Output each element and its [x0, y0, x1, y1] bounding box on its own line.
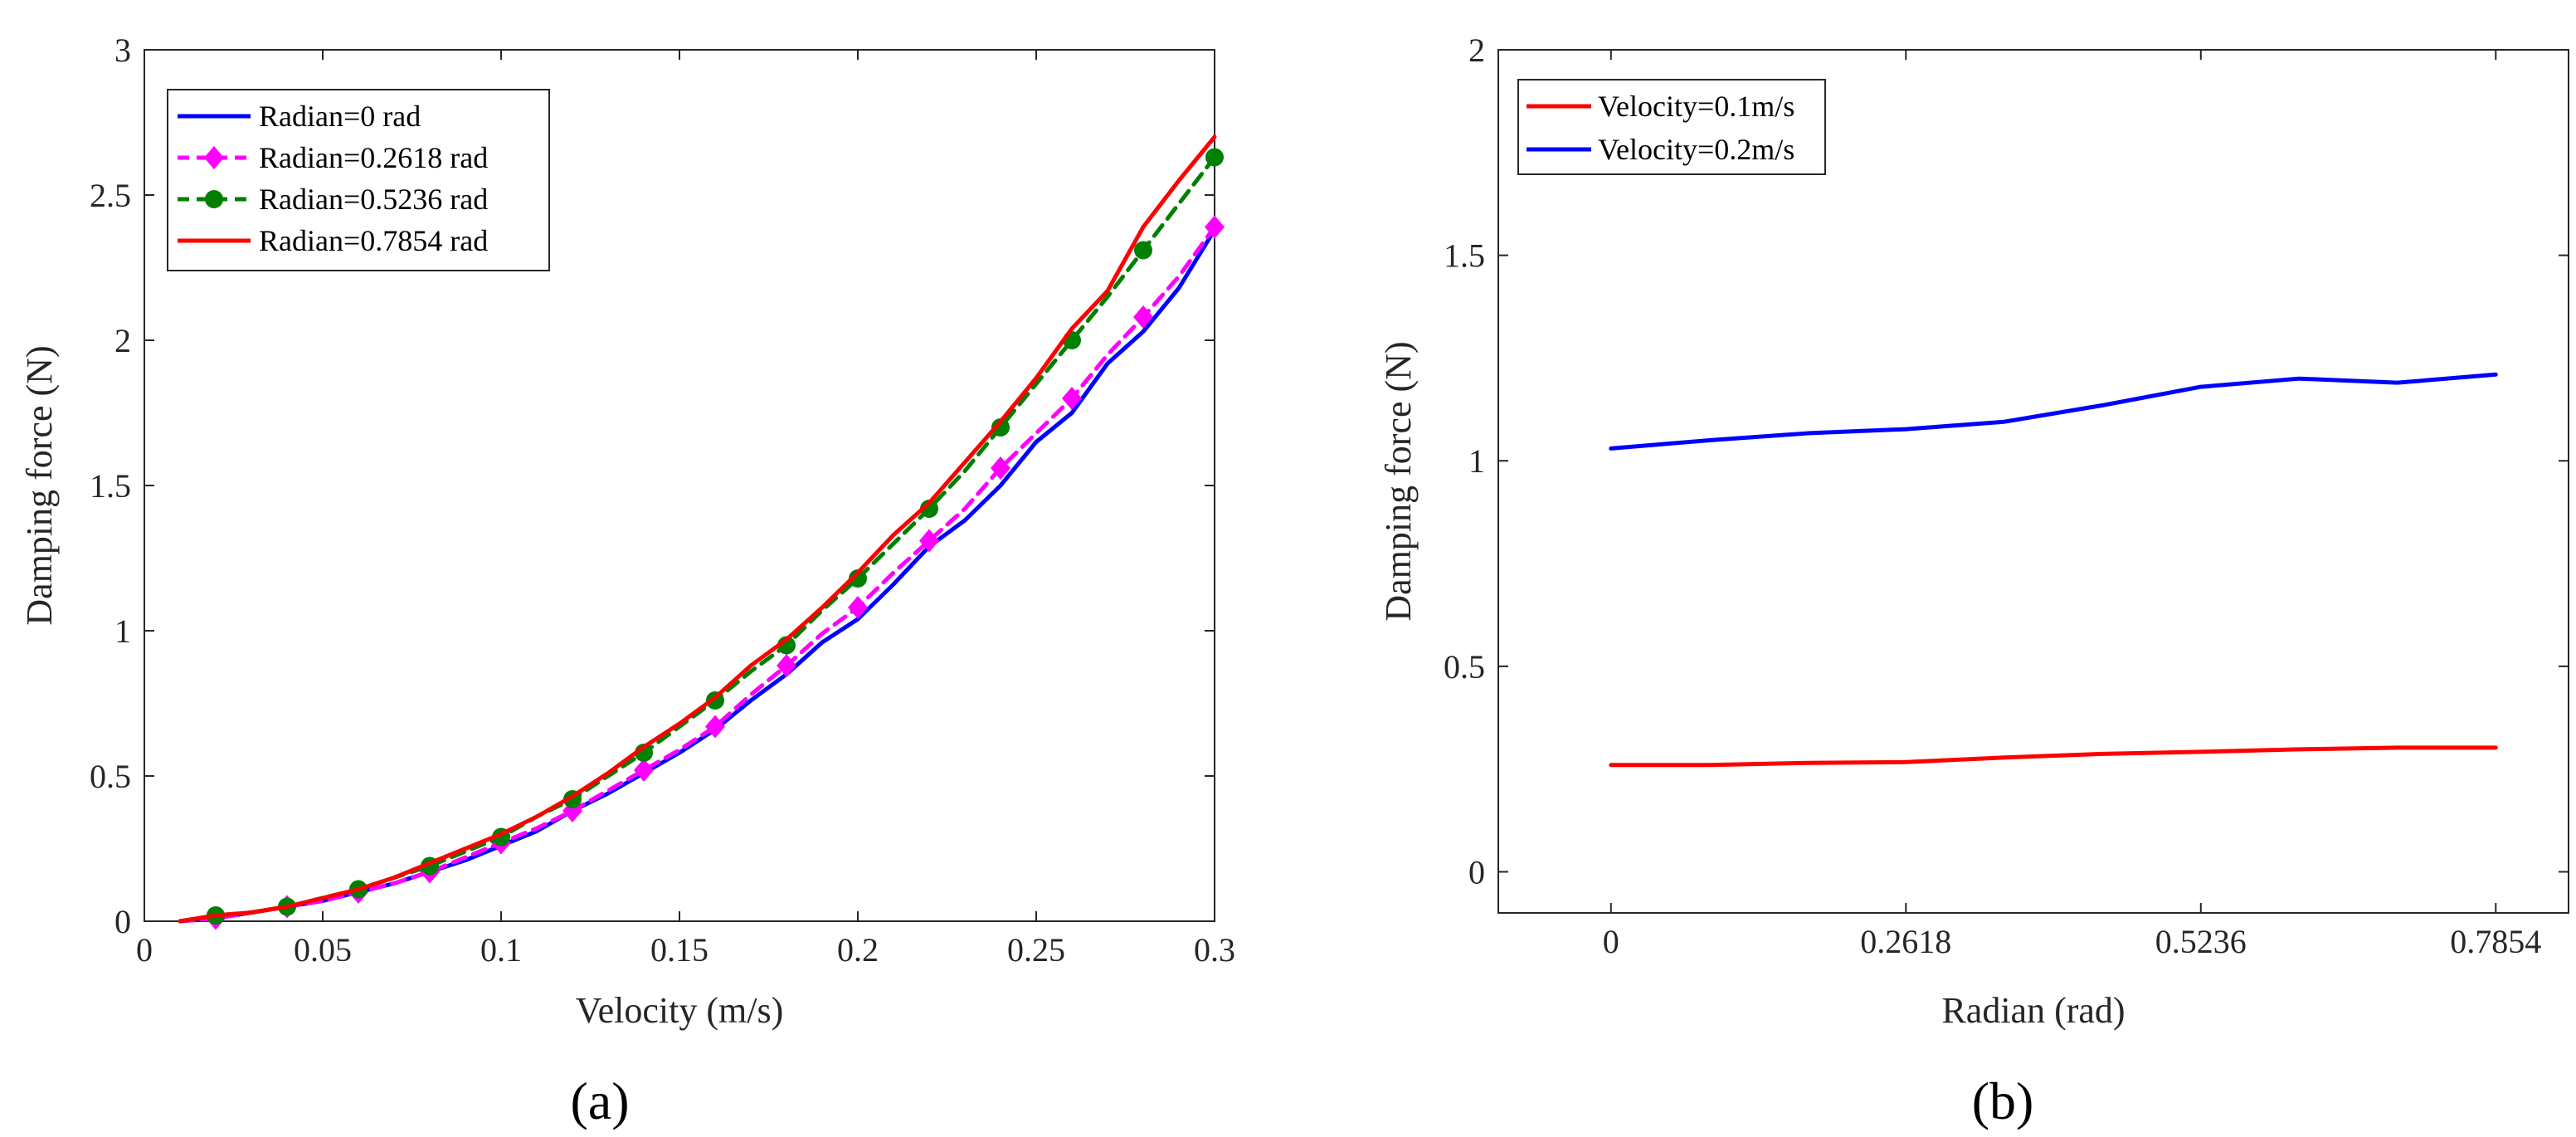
- chart-b: 0 0.2618 0.5236 0.7854 0 0.5 1 1.5 2 Radian (rad…: [1378, 32, 2569, 1130]
- chart-b-ylabel: Damping force (N): [1378, 341, 1419, 621]
- chart-a-marker-circle: [849, 569, 867, 588]
- chart-a-xtick-label: 0.25: [1007, 931, 1065, 969]
- legend-label-radian-0-7854: Radian=0.7854 rad: [259, 224, 488, 257]
- legend-label-radian-0-2618: Radian=0.2618 rad: [259, 141, 488, 174]
- chart-a-legend-item-1: Radian=0 rad: [178, 100, 421, 133]
- chart-b-legend-item-2: Velocity=0.2m/s: [1527, 133, 1794, 166]
- panel-label-a: (a): [570, 1071, 629, 1130]
- chart-b-plot-area: [1497, 49, 2569, 914]
- chart-b-ytick-label: 1: [1468, 442, 1485, 480]
- chart-a-ytick-label: 1: [114, 612, 131, 650]
- chart-a-legend: Radian=0 rad Radian=0.2618 rad Radian=0.…: [167, 89, 550, 271]
- chart-a-marker-diamond: [991, 456, 1010, 480]
- legend-label-velocity-0-1: Velocity=0.1m/s: [1598, 90, 1794, 123]
- chart-a-xtick-label: 0.1: [480, 931, 522, 969]
- legend-marker-diamond: [204, 146, 224, 169]
- chart-b-ytick-label: 0: [1468, 853, 1485, 891]
- chart-b-ytick-label: 0.5: [1444, 648, 1485, 686]
- chart-a-marker-circle: [1134, 241, 1152, 260]
- chart-a-marker-diamond: [1062, 387, 1082, 410]
- chart-a-marker-circle: [991, 418, 1010, 437]
- chart-a-xtick-label: 0: [136, 931, 153, 969]
- chart-a-ytick-label: 0: [114, 903, 131, 940]
- chart-b-ytick-label: 1.5: [1444, 237, 1485, 275]
- chart-a-xlabel: Velocity (m/s): [576, 990, 784, 1031]
- chart-a-xtick-label: 0.3: [1194, 931, 1235, 969]
- chart-b-ticks: 0 0.2618 0.5236 0.7854 0 0.5 1 1.5 2: [1444, 32, 2569, 960]
- chart-a-series-line-radian-0-7854-rad: [178, 134, 1217, 924]
- chart-a-marker-diamond: [1205, 215, 1225, 239]
- chart-a-ylabel: Damping force (N): [19, 345, 60, 625]
- chart-a-marker-diamond: [919, 529, 939, 553]
- legend-marker-circle: [205, 190, 223, 208]
- chart-a-ticks: 0 0.05 0.1 0.15 0.2 0.25 0.3 0 0.5 1 1.5 2 2.5 3: [90, 32, 1235, 969]
- chart-a-marker-circle: [920, 500, 938, 518]
- legend-label-velocity-0-2: Velocity=0.2m/s: [1598, 133, 1794, 166]
- panel-label-b: (b): [1972, 1071, 2034, 1130]
- chart-a-marker-diamond: [705, 715, 725, 739]
- chart-a-xtick-label: 0.15: [650, 931, 709, 969]
- chart-a-series-line-radian-0-2618-rad: [178, 225, 1217, 924]
- chart-a-legend-item-2: Radian=0.2618 rad: [178, 141, 488, 174]
- chart-b-axes-box: [1497, 49, 2569, 914]
- chart-a-legend-item-4: Radian=0.7854 rad: [178, 224, 488, 257]
- chart-b-xlabel: Radian (rad): [1941, 990, 2125, 1031]
- chart-a-marker-diamond: [634, 759, 654, 782]
- chart-b-xtick-label: 0: [1603, 923, 1619, 960]
- chart-a-series: [178, 134, 1225, 930]
- chart-a-marker-diamond: [777, 654, 796, 677]
- chart-a-xtick-label: 0.05: [294, 931, 352, 969]
- chart-a-series-line-radian-0-rad: [178, 227, 1217, 924]
- chart-a-ytick-label: 3: [114, 32, 131, 69]
- chart-a-ytick-label: 0.5: [90, 758, 131, 795]
- chart-b-legend-box: [1517, 79, 1826, 175]
- chart-b-legend-item-1: Velocity=0.1m/s: [1527, 90, 1794, 123]
- chart-a-ytick-label: 1.5: [90, 467, 131, 505]
- chart-a-ytick-label: 2: [114, 322, 131, 359]
- chart-b-legend: Velocity=0.1m/s Velocity=0.2m/s: [1517, 79, 1826, 175]
- chart-b-ytick-label: 2: [1468, 32, 1485, 69]
- chart-a-legend-item-3: Radian=0.5236 rad: [178, 183, 488, 216]
- chart-a-xtick-label: 0.2: [837, 931, 879, 969]
- chart-a-ytick-label: 2.5: [90, 177, 131, 214]
- legend-label-radian-0-5236: Radian=0.5236 rad: [259, 183, 488, 216]
- chart-b-xtick-label: 0.2618: [1860, 923, 1951, 960]
- chart-a-marker-diamond: [1133, 305, 1153, 329]
- chart-a-series-line-radian-0-5236-rad: [178, 155, 1217, 924]
- chart-b-series-line-velocity-0-2m-s: [1609, 372, 2498, 451]
- chart-b-series-line-velocity-0-1m-s: [1609, 745, 2498, 768]
- chart-a-marker-circle: [1205, 148, 1224, 167]
- chart-a: 0 0.05 0.1 0.15 0.2 0.25 0.3 0 0.5 1 1.5 2 2.5 3 Velo…: [19, 32, 1235, 1130]
- chart-b-xtick-label: 0.7854: [2450, 923, 2541, 960]
- chart-b-xtick-label: 0.5236: [2155, 923, 2247, 960]
- chart-a-marker-diamond: [848, 596, 868, 619]
- legend-label-radian-0: Radian=0 rad: [259, 100, 421, 133]
- chart-b-series: [1609, 372, 2498, 768]
